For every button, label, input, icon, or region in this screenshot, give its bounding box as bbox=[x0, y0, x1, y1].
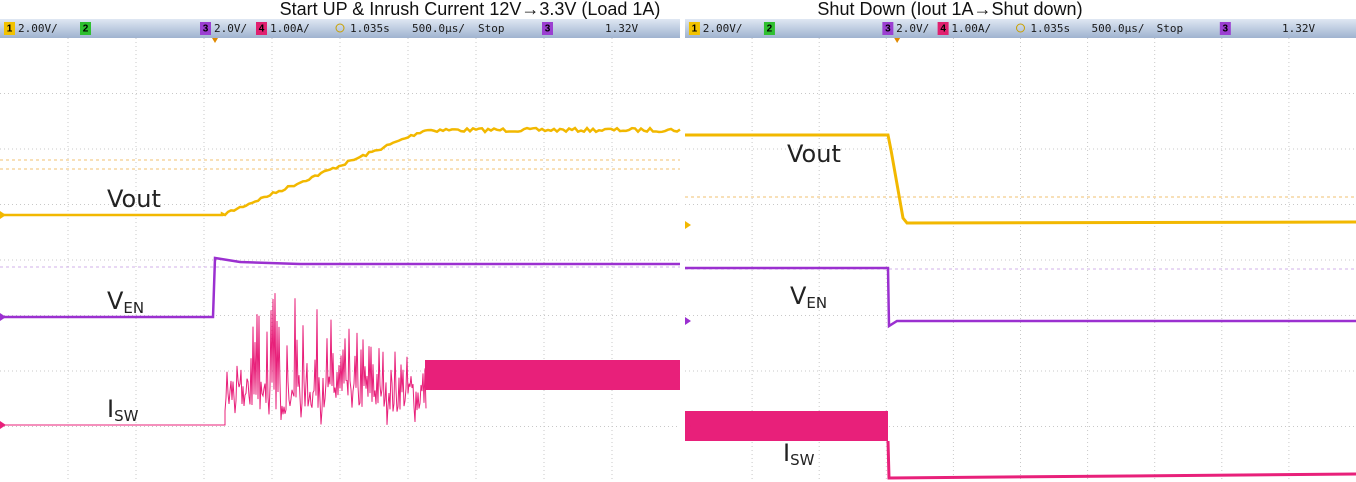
channel-number: 1 bbox=[7, 24, 13, 35]
panel-title: Start UP & Inrush Current 12V→3.3V (Load… bbox=[280, 0, 661, 19]
header-text: 500.0µs/ bbox=[1092, 22, 1145, 35]
ven-trace bbox=[685, 268, 1356, 326]
channel-number: 3 bbox=[885, 24, 891, 35]
header-text: 2.0V/ bbox=[214, 22, 247, 35]
trace-label: ISW bbox=[107, 395, 139, 425]
channel-marker bbox=[685, 221, 691, 229]
trace-label-main: V bbox=[107, 287, 124, 315]
header-text: 500.0µs/ bbox=[412, 22, 465, 35]
channel-marker bbox=[685, 317, 691, 325]
trace-label-main: I bbox=[783, 439, 790, 467]
trigger-marker bbox=[212, 38, 218, 43]
header-bar bbox=[0, 19, 680, 38]
trace-label-sub: SW bbox=[114, 407, 139, 425]
isw-band bbox=[685, 411, 888, 441]
header-text: Stop bbox=[1157, 22, 1184, 35]
trace-label: VEN bbox=[107, 287, 144, 317]
header-text: 1.00A/ bbox=[270, 22, 310, 35]
channel-marker bbox=[0, 211, 6, 219]
isw-trace bbox=[888, 441, 1356, 478]
isw-band bbox=[425, 360, 680, 390]
trace-label: Vout bbox=[787, 140, 841, 168]
trace-label-main: I bbox=[107, 395, 114, 423]
trace-label: ISW bbox=[783, 439, 815, 469]
header-bar bbox=[685, 19, 1356, 38]
channel-number: 2 bbox=[767, 24, 773, 35]
channel-marker bbox=[0, 313, 6, 321]
channel-number: 1 bbox=[692, 24, 698, 35]
trace-label-sub: SW bbox=[790, 451, 815, 469]
header-text: 1.32V bbox=[1282, 22, 1315, 35]
page: Start UP & Inrush Current 12V→3.3V (Load… bbox=[0, 0, 1356, 482]
channel-number: 3 bbox=[203, 24, 209, 35]
trace-label-main: Vout bbox=[107, 185, 161, 213]
panel-title: Shut Down (Iout 1A→Shut down) bbox=[817, 0, 1082, 19]
header-text: 2.00V/ bbox=[18, 22, 58, 35]
left-traces bbox=[0, 128, 680, 425]
trace-label: Vout bbox=[107, 185, 161, 213]
channel-number: 2 bbox=[83, 24, 89, 35]
channel-number: 3 bbox=[545, 24, 551, 35]
scope-panel: Start UP & Inrush Current 12V→3.3V (Load… bbox=[0, 0, 680, 482]
trace-label-main: Vout bbox=[787, 140, 841, 168]
scope-panel: Shut Down (Iout 1A→Shut down) 1 2.00V/2 3 2.… bbox=[685, 0, 1356, 482]
channel-number: 4 bbox=[259, 24, 265, 35]
channel-number: 4 bbox=[940, 24, 946, 35]
trace-label: VEN bbox=[790, 282, 827, 312]
trace-label-sub: EN bbox=[123, 299, 144, 317]
channel-marker bbox=[0, 421, 6, 429]
header-text: Stop bbox=[478, 22, 505, 35]
header-text: 2.00V/ bbox=[703, 22, 743, 35]
header-text: 1.00A/ bbox=[951, 22, 991, 35]
channel-number: 3 bbox=[1223, 24, 1229, 35]
header-text: 1.035s bbox=[350, 22, 390, 35]
trigger-marker bbox=[894, 38, 900, 43]
trace-label-sub: EN bbox=[806, 294, 827, 312]
trace-label-main: V bbox=[790, 282, 807, 310]
header-text: 1.035s bbox=[1030, 22, 1070, 35]
header-text: 1.32V bbox=[605, 22, 638, 35]
vout-trace bbox=[0, 128, 680, 215]
header-text: 2.0V/ bbox=[896, 22, 929, 35]
